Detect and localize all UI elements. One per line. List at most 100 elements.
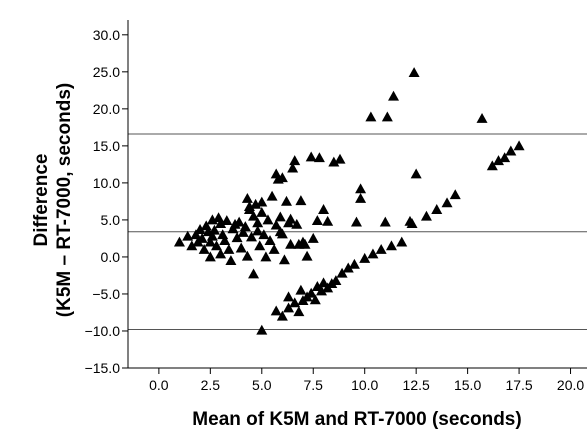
data-point [355, 192, 367, 203]
data-point [237, 227, 249, 237]
data-point [307, 232, 319, 243]
y-tick-label: 20.0 [93, 101, 120, 117]
data-point [264, 235, 276, 246]
data-point [215, 218, 227, 229]
y-tick-label: −15.0 [85, 360, 121, 376]
y-tick-label: 0.0 [101, 249, 121, 265]
data-point [274, 211, 286, 222]
x-tick-label: 2.5 [201, 377, 221, 393]
data-point [194, 224, 206, 234]
data-point [322, 215, 334, 226]
x-axis-title: Mean of K5M and RT-7000 (seconds) [192, 409, 521, 430]
data-point [336, 267, 348, 278]
data-point [348, 258, 360, 269]
data-point [365, 111, 377, 122]
data-point [305, 151, 317, 162]
data-point [334, 153, 346, 164]
data-point [173, 236, 185, 247]
data-point [381, 111, 393, 122]
data-point [204, 236, 216, 247]
data-point [311, 215, 323, 226]
data-point [276, 172, 288, 183]
x-tick-label: 15.0 [454, 377, 481, 393]
data-point [223, 244, 235, 254]
data-point [241, 192, 253, 203]
data-point [505, 145, 517, 156]
x-tick-label: 5.0 [252, 377, 272, 393]
data-point [235, 242, 247, 253]
data-point [492, 155, 504, 166]
data-point [283, 291, 295, 302]
data-point [375, 244, 387, 254]
data-point [441, 197, 453, 208]
data-point [305, 287, 317, 298]
data-point [280, 195, 292, 206]
data-point [513, 140, 525, 151]
y-axis-title-line-1: Difference [31, 154, 52, 247]
x-tick-label: 17.5 [505, 377, 532, 393]
data-point [285, 213, 297, 224]
data-point [190, 229, 202, 240]
data-point [198, 244, 210, 254]
data-point [385, 240, 397, 251]
data-point [241, 250, 253, 261]
data-point [196, 232, 208, 243]
y-tick-label: −10.0 [85, 323, 121, 339]
y-tick-label: 10.0 [93, 175, 120, 191]
data-point [318, 277, 330, 288]
data-point [266, 190, 278, 201]
data-point [243, 201, 255, 211]
data-point [408, 67, 420, 77]
data-point [404, 215, 416, 226]
data-point [270, 219, 282, 230]
data-point [274, 226, 286, 237]
data-point [186, 240, 198, 251]
data-point [499, 152, 511, 163]
data-point [225, 255, 237, 266]
x-tick-label: 10.0 [351, 377, 378, 393]
data-point [182, 230, 194, 241]
data-point [213, 212, 225, 223]
data-point [256, 207, 268, 217]
y-tick-label: 5.0 [101, 212, 121, 228]
data-point [204, 251, 216, 262]
data-point [252, 225, 264, 236]
data-points [173, 67, 525, 335]
x-tick-label: 20.0 [557, 377, 584, 393]
data-point [211, 240, 223, 251]
data-point [206, 230, 218, 241]
data-point [276, 310, 288, 321]
data-point [287, 162, 299, 173]
data-point [396, 236, 408, 247]
data-point [239, 221, 251, 231]
data-point [260, 251, 272, 262]
data-point [359, 252, 371, 263]
data-point [355, 183, 367, 194]
data-point [248, 210, 260, 221]
data-point [330, 275, 342, 286]
data-point [219, 235, 231, 246]
data-point [215, 248, 227, 259]
data-point [252, 217, 264, 228]
data-point [285, 238, 297, 249]
x-tick-label: 7.5 [304, 377, 324, 393]
data-point [315, 285, 327, 296]
data-point [262, 214, 274, 225]
data-point [293, 306, 305, 317]
data-point [291, 218, 303, 229]
data-point [328, 156, 340, 167]
data-point [254, 240, 266, 251]
data-point [233, 216, 245, 227]
data-point [388, 90, 400, 101]
axes: 30.0 25.0 20.0 15.0 10.0 5.0 0.0 −5.0 −10.0 −15.0… [85, 20, 587, 393]
data-point [367, 248, 379, 259]
data-point [431, 204, 443, 214]
data-point [289, 155, 301, 166]
data-point [231, 232, 243, 243]
data-point [350, 216, 362, 227]
y-tick-label: −5.0 [92, 286, 120, 302]
data-point [245, 231, 257, 242]
x-tick-label: 0.0 [149, 377, 169, 393]
data-point [301, 250, 313, 261]
